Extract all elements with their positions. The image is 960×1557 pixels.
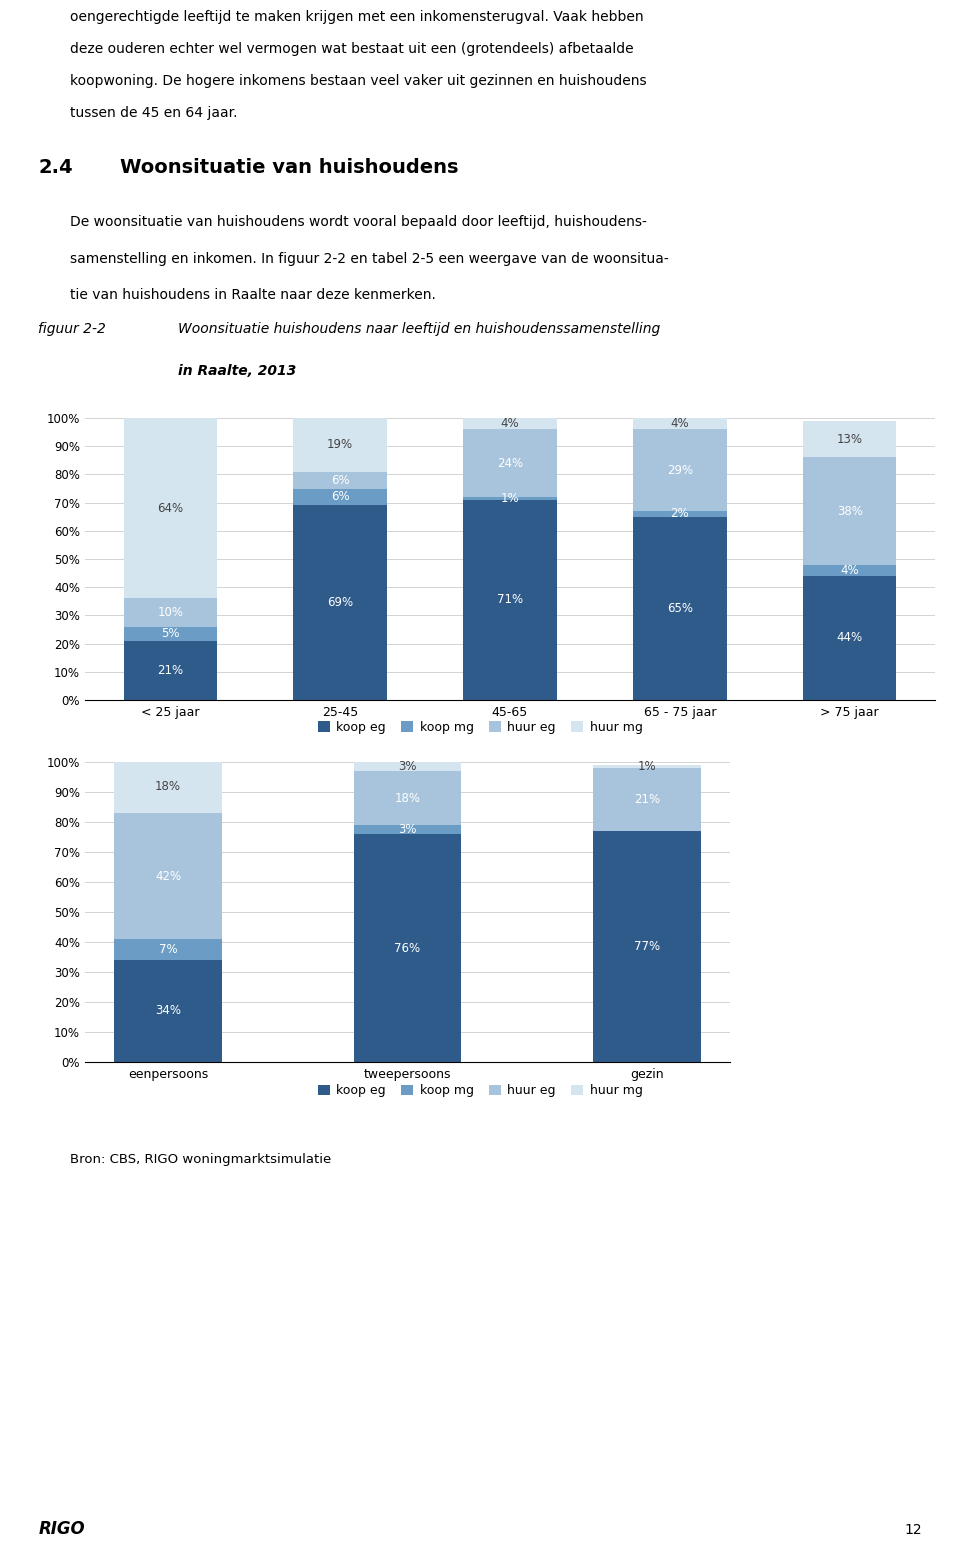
Text: deze ouderen echter wel vermogen wat bestaat uit een (grotendeels) afbetaalde: deze ouderen echter wel vermogen wat bes… bbox=[70, 42, 634, 56]
Text: 1%: 1% bbox=[501, 492, 519, 504]
Text: 7%: 7% bbox=[158, 944, 178, 956]
Bar bbox=[353, 771, 462, 825]
Bar bbox=[803, 576, 897, 701]
Text: 3%: 3% bbox=[398, 760, 417, 772]
Text: 3%: 3% bbox=[398, 824, 417, 836]
Text: 10%: 10% bbox=[157, 606, 183, 620]
Text: 44%: 44% bbox=[836, 632, 863, 645]
Legend: koop eg, koop mg, huur eg, huur mg: koop eg, koop mg, huur eg, huur mg bbox=[313, 1079, 647, 1102]
Text: 18%: 18% bbox=[156, 780, 181, 793]
Bar bbox=[803, 458, 897, 565]
Text: koopwoning. De hogere inkomens bestaan veel vaker uit gezinnen en huishoudens: koopwoning. De hogere inkomens bestaan v… bbox=[70, 75, 647, 89]
Bar bbox=[593, 764, 701, 768]
Text: 42%: 42% bbox=[156, 869, 181, 883]
Bar bbox=[294, 506, 387, 701]
Text: 77%: 77% bbox=[634, 940, 660, 953]
Bar bbox=[634, 417, 727, 430]
Text: 4%: 4% bbox=[670, 417, 689, 430]
Text: 4%: 4% bbox=[840, 564, 859, 576]
Text: Woonsituatie huishoudens naar leeftijd en huishoudenssamenstelling: Woonsituatie huishoudens naar leeftijd e… bbox=[178, 322, 660, 336]
Text: 18%: 18% bbox=[395, 791, 420, 805]
Text: 6%: 6% bbox=[331, 473, 349, 486]
Text: 34%: 34% bbox=[156, 1004, 181, 1018]
Text: 24%: 24% bbox=[497, 456, 523, 470]
Text: 5%: 5% bbox=[161, 627, 180, 640]
Text: 2.4: 2.4 bbox=[38, 159, 73, 177]
Bar bbox=[114, 939, 222, 961]
Text: 1%: 1% bbox=[637, 760, 656, 772]
Text: oengerechtigde leeftijd te maken krijgen met een inkomensterugval. Vaak hebben: oengerechtigde leeftijd te maken krijgen… bbox=[70, 9, 644, 23]
Bar bbox=[593, 768, 701, 831]
Text: 4%: 4% bbox=[501, 417, 519, 430]
Text: De woonsituatie van huishoudens wordt vooral bepaald door leeftijd, huishoudens-: De woonsituatie van huishoudens wordt vo… bbox=[70, 215, 647, 229]
Text: 38%: 38% bbox=[837, 504, 863, 517]
Text: samenstelling en inkomen. In figuur 2-2 en tabel 2-5 een weergave van de woonsit: samenstelling en inkomen. In figuur 2-2 … bbox=[70, 252, 669, 266]
Text: 64%: 64% bbox=[157, 501, 183, 515]
Bar bbox=[294, 489, 387, 506]
Text: RIGO: RIGO bbox=[38, 1521, 85, 1538]
Text: 2%: 2% bbox=[670, 508, 689, 520]
Bar bbox=[294, 417, 387, 472]
Text: 69%: 69% bbox=[327, 596, 353, 609]
Bar bbox=[124, 417, 217, 598]
Bar bbox=[114, 961, 222, 1062]
Bar bbox=[634, 517, 727, 701]
Text: 21%: 21% bbox=[634, 793, 660, 807]
Bar bbox=[803, 420, 897, 458]
Bar bbox=[464, 430, 557, 497]
Bar bbox=[634, 511, 727, 517]
Text: figuur 2-2: figuur 2-2 bbox=[38, 322, 107, 336]
Bar bbox=[634, 430, 727, 511]
Text: 29%: 29% bbox=[667, 464, 693, 476]
Legend: koop eg, koop mg, huur eg, huur mg: koop eg, koop mg, huur eg, huur mg bbox=[313, 716, 647, 740]
Text: 65%: 65% bbox=[667, 603, 693, 615]
Text: 76%: 76% bbox=[395, 942, 420, 954]
Bar bbox=[464, 417, 557, 430]
Bar bbox=[464, 497, 557, 500]
Text: 71%: 71% bbox=[497, 593, 523, 606]
Bar bbox=[124, 626, 217, 641]
Text: in Raalte, 2013: in Raalte, 2013 bbox=[178, 364, 296, 378]
Bar bbox=[294, 472, 387, 489]
Text: 12: 12 bbox=[904, 1523, 922, 1537]
Bar bbox=[114, 758, 222, 813]
Bar bbox=[124, 598, 217, 626]
Bar bbox=[353, 835, 462, 1062]
Text: tussen de 45 en 64 jaar.: tussen de 45 en 64 jaar. bbox=[70, 106, 237, 120]
Text: 6%: 6% bbox=[331, 490, 349, 503]
Bar bbox=[353, 825, 462, 835]
Bar bbox=[114, 813, 222, 939]
Bar bbox=[124, 641, 217, 701]
Text: Bron: CBS, RIGO woningmarktsimulatie: Bron: CBS, RIGO woningmarktsimulatie bbox=[70, 1154, 331, 1166]
Text: Woonsituatie van huishoudens: Woonsituatie van huishoudens bbox=[120, 159, 459, 177]
Text: 21%: 21% bbox=[157, 663, 183, 677]
Bar bbox=[803, 565, 897, 576]
Text: 19%: 19% bbox=[327, 438, 353, 452]
Text: 13%: 13% bbox=[837, 433, 863, 445]
Bar bbox=[464, 500, 557, 701]
Text: tie van huishoudens in Raalte naar deze kenmerken.: tie van huishoudens in Raalte naar deze … bbox=[70, 288, 436, 302]
Bar bbox=[353, 761, 462, 771]
Bar bbox=[593, 831, 701, 1062]
